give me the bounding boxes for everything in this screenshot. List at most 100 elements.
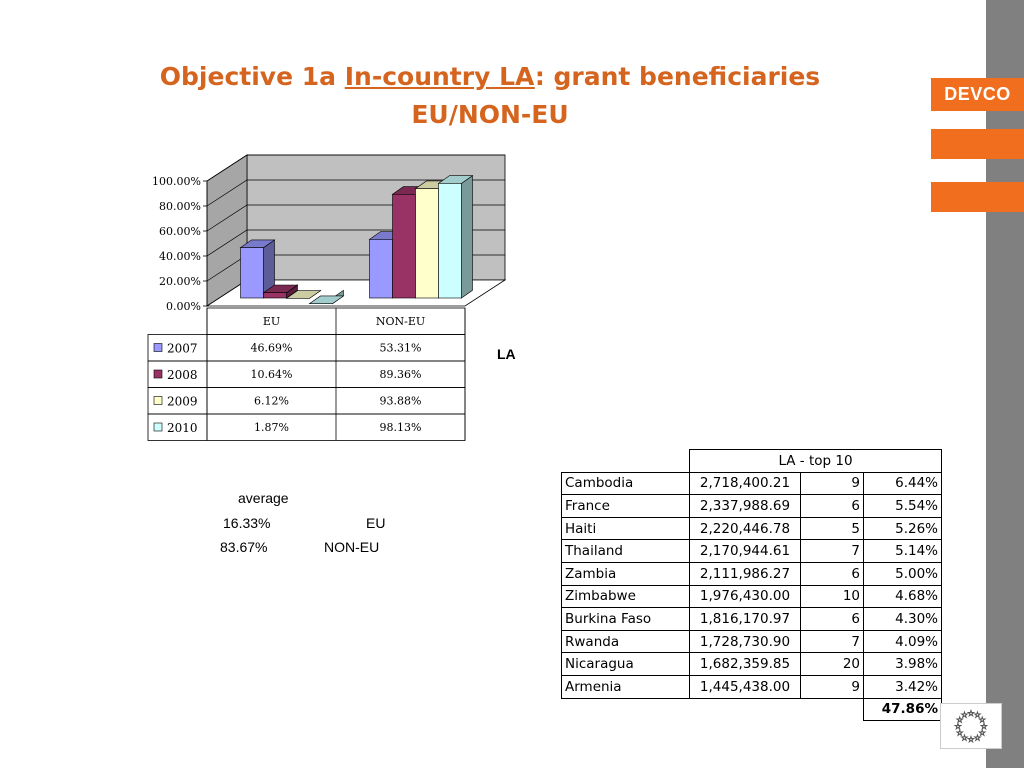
count-cell: 7 xyxy=(800,629,864,654)
bar-top xyxy=(308,295,345,304)
data-table-row xyxy=(147,413,466,441)
bar-EU-2007 xyxy=(239,239,276,299)
bar-EU-2009 xyxy=(285,289,322,299)
bar-EU-2008 xyxy=(262,284,299,299)
flag-star: ☆ xyxy=(967,735,974,744)
amount-cell: 2,111,986.27 xyxy=(689,561,801,586)
devco-badge: DEVCO xyxy=(931,78,1024,111)
country-cell: France xyxy=(561,494,690,518)
amount-cell: 2,220,446.78 xyxy=(689,516,801,541)
data-label: 53.31% xyxy=(380,342,422,355)
legend-swatch xyxy=(153,369,163,379)
y-tick-label: 0.00% xyxy=(166,300,201,313)
percent-cell: 5.54% xyxy=(863,494,942,518)
orange-bar-2 xyxy=(931,182,1024,212)
total-blank-cell xyxy=(801,698,864,721)
gridline xyxy=(206,154,505,182)
data-label: 46.69% xyxy=(251,342,293,355)
table-row: Armenia 1,445,438.00 9 3.42% xyxy=(561,674,942,699)
legend-swatch xyxy=(153,396,163,405)
header-blank-cell xyxy=(562,450,690,473)
total-cell: 47.86% xyxy=(863,697,942,722)
country-cell: Nicaragua xyxy=(561,652,690,676)
country-cell: Zambia xyxy=(561,561,690,586)
country-cell: Armenia xyxy=(561,674,690,699)
top10-table: LA - top 10 Cambodia 2,718,400.21 9 6.44% Fra… xyxy=(561,449,942,722)
count-cell: 20 xyxy=(800,652,864,676)
percent-cell: 4.09% xyxy=(863,629,942,654)
flag-star: ☆ xyxy=(956,716,963,725)
eu-flag-icon: ☆ ☆ ☆ ☆ ☆ ☆ ☆ ☆ ☆ ☆ ☆ ☆ xyxy=(940,703,1002,749)
flag-star: ☆ xyxy=(974,733,981,742)
country-cell: Zimbabwe xyxy=(561,584,690,609)
bar-front xyxy=(415,188,439,299)
table-row: Zambia 2,111,986.27 6 5.00% xyxy=(561,561,942,586)
y-tick-label: 100.00% xyxy=(152,175,201,188)
orange-bar-1 xyxy=(931,129,1024,159)
amount-cell: 1,976,430.00 xyxy=(689,584,801,609)
data-label: 98.13% xyxy=(380,421,422,434)
amount-cell: 1,682,359.85 xyxy=(689,652,801,676)
right-sidebar xyxy=(986,0,1024,768)
country-cell: Haiti xyxy=(561,516,690,541)
table-header-row: LA - top 10 xyxy=(562,449,942,473)
y-tick-label: 80.00% xyxy=(159,200,201,213)
title-underlined: In-country LA xyxy=(344,62,535,91)
legend-label: 2010 xyxy=(167,421,198,435)
percent-cell: 4.68% xyxy=(863,584,942,609)
data-label: 89.36% xyxy=(380,368,422,381)
data-label: 10.64% xyxy=(251,368,293,381)
percent-cell: 5.00% xyxy=(863,561,942,586)
bar-front xyxy=(369,239,393,299)
legend-label: 2009 xyxy=(167,395,198,409)
flag-star: ☆ xyxy=(979,729,986,738)
bar-front xyxy=(263,292,287,299)
percent-cell: 5.14% xyxy=(863,539,942,563)
bar-EU-2010 xyxy=(308,289,345,305)
count-cell: 7 xyxy=(800,539,864,563)
count-cell: 6 xyxy=(800,494,864,518)
percent-cell: 3.42% xyxy=(863,674,942,699)
slide-title: Objective 1a In-country LA: grant benefi… xyxy=(120,58,860,134)
table-row: Haiti 2,220,446.78 5 5.26% xyxy=(561,516,942,541)
average-noneu-value: 83.67% xyxy=(220,539,268,555)
table-row: Thailand 2,170,944.61 7 5.14% xyxy=(561,539,942,563)
amount-cell: 2,718,400.21 xyxy=(689,471,801,496)
average-eu-value: 16.33% xyxy=(223,515,271,531)
total-blank-cell xyxy=(690,698,801,721)
percent-cell: 5.26% xyxy=(863,516,942,541)
flag-star: ☆ xyxy=(967,709,974,718)
flag-star: ☆ xyxy=(961,711,968,720)
data-label: 1.87% xyxy=(254,421,289,434)
percent-cell: 3.98% xyxy=(863,652,942,676)
legend-swatch xyxy=(153,343,163,352)
amount-cell: 1,816,170.97 xyxy=(689,607,801,631)
table-row: Cambodia 2,718,400.21 9 6.44% xyxy=(561,471,942,496)
legend-label: 2008 xyxy=(167,368,198,382)
data-label: 93.88% xyxy=(380,395,422,408)
bar-top xyxy=(285,290,322,299)
country-cell: Burkina Faso xyxy=(561,607,690,631)
table-header: LA - top 10 xyxy=(689,449,942,473)
country-cell: Thailand xyxy=(561,539,690,563)
table-row: Zimbabwe 1,976,430.00 10 4.68% xyxy=(561,584,942,609)
count-cell: 5 xyxy=(800,516,864,541)
bar-NON-EU-2010 xyxy=(437,175,474,299)
category-label: EU xyxy=(263,315,280,328)
title-part2: : grant beneficiaries xyxy=(534,62,821,91)
y-tick-label: 20.00% xyxy=(159,275,201,288)
table-row: Nicaragua 1,682,359.85 20 3.98% xyxy=(561,652,942,676)
amount-cell: 2,337,988.69 xyxy=(689,494,801,518)
devco-label: DEVCO xyxy=(944,84,1011,104)
table-row: Burkina Faso 1,816,170.97 6 4.30% xyxy=(561,607,942,631)
amount-cell: 1,445,438.00 xyxy=(689,674,801,699)
flag-star: ☆ xyxy=(954,722,961,731)
total-blank-cell xyxy=(562,698,690,721)
gridline xyxy=(206,179,505,207)
count-cell: 10 xyxy=(800,584,864,609)
country-cell: Cambodia xyxy=(561,471,690,496)
table-row: Rwanda 1,728,730.90 7 4.09% xyxy=(561,629,942,654)
bar-side xyxy=(461,175,473,299)
flag-star: ☆ xyxy=(961,733,968,742)
average-header: average xyxy=(238,490,289,506)
